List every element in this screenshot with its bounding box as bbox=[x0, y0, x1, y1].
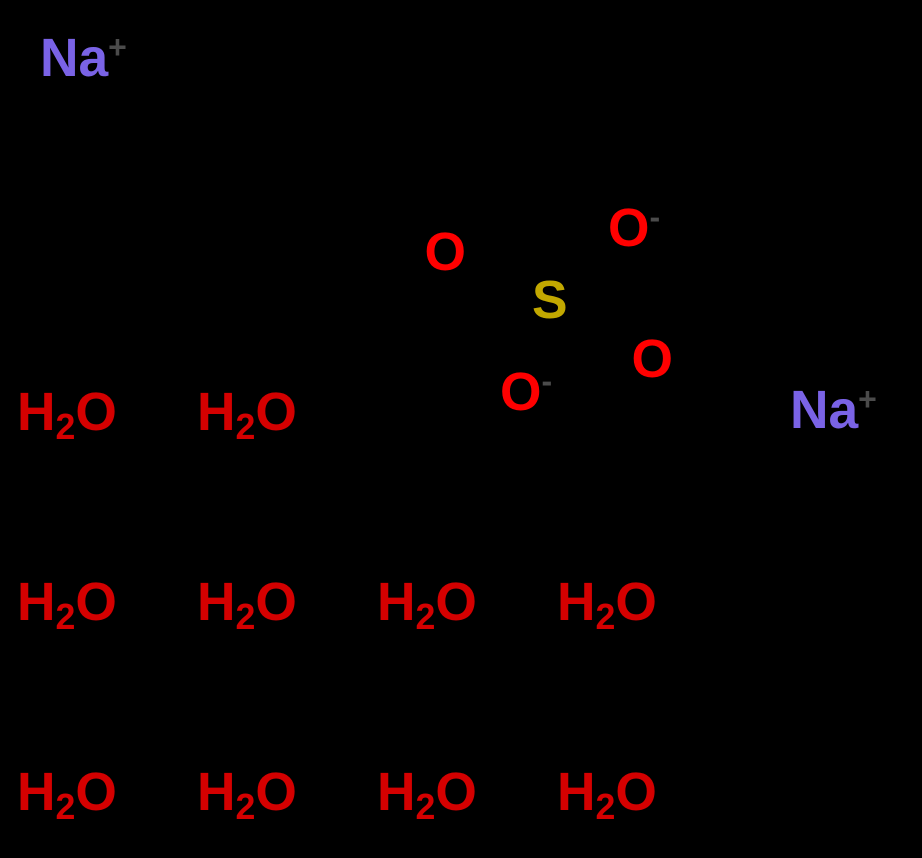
water-molecule-7: H2O bbox=[17, 762, 117, 823]
sodium-ion-na2: Na+ bbox=[790, 380, 877, 441]
oxygen-atom-o1: O bbox=[425, 222, 466, 283]
label-layer: S O O- O O- Na+ Na+ H2O H2O H2O H2O H2O H2O H2O H2O H2O… bbox=[0, 0, 922, 858]
water-molecule-3: H2O bbox=[17, 572, 117, 633]
water-molecule-6: H2O bbox=[557, 572, 657, 633]
oxygen-atom-o3: O bbox=[632, 329, 673, 390]
water-molecule-1: H2O bbox=[17, 382, 117, 443]
water-molecule-10: H2O bbox=[557, 762, 657, 823]
water-molecule-4: H2O bbox=[197, 572, 297, 633]
water-molecule-5: H2O bbox=[377, 572, 477, 633]
sulfur-atom: S bbox=[532, 270, 568, 331]
water-molecule-8: H2O bbox=[197, 762, 297, 823]
oxygen-atom-o2: O- bbox=[608, 198, 660, 259]
water-molecule-9: H2O bbox=[377, 762, 477, 823]
water-molecule-2: H2O bbox=[197, 382, 297, 443]
sodium-ion-na1: Na+ bbox=[40, 28, 127, 89]
oxygen-atom-o4: O- bbox=[500, 362, 552, 423]
